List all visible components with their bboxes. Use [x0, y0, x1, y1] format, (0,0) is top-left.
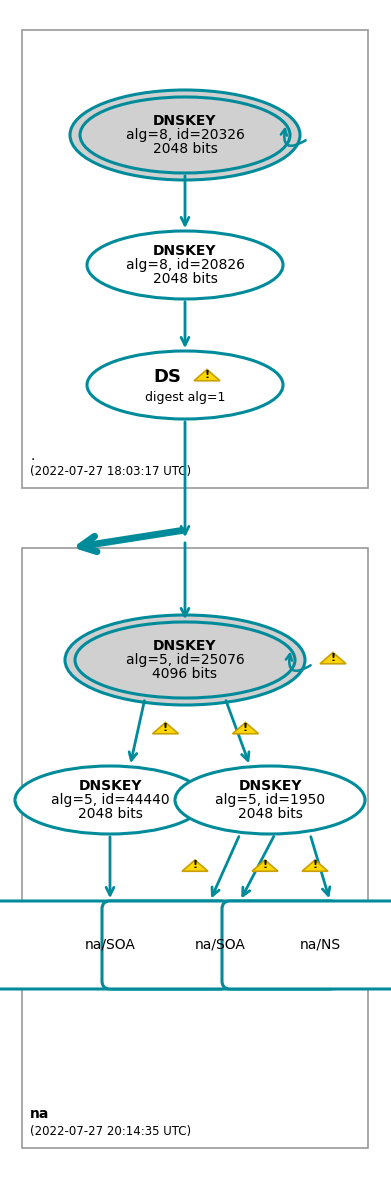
Polygon shape: [252, 860, 278, 872]
FancyBboxPatch shape: [222, 901, 391, 988]
Text: !: !: [204, 370, 210, 379]
Bar: [22, 548, 368, 1147]
Text: !: !: [163, 722, 168, 732]
Ellipse shape: [80, 98, 290, 173]
Text: DNSKEY: DNSKEY: [78, 779, 142, 793]
Text: na: na: [30, 1106, 49, 1121]
Ellipse shape: [87, 352, 283, 419]
Text: !: !: [243, 722, 248, 732]
Text: (2022-07-27 18:03:17 UTC): (2022-07-27 18:03:17 UTC): [30, 465, 191, 478]
Polygon shape: [302, 860, 328, 872]
Text: !: !: [192, 860, 197, 870]
Ellipse shape: [65, 615, 305, 706]
FancyBboxPatch shape: [102, 901, 338, 988]
Text: DNSKEY: DNSKEY: [153, 639, 217, 653]
Text: 2048 bits: 2048 bits: [152, 142, 217, 157]
Bar: [22, 30, 368, 488]
Text: !: !: [330, 653, 335, 662]
Text: !: !: [312, 860, 317, 870]
Text: DNSKEY: DNSKEY: [153, 244, 217, 258]
Text: (2022-07-27 20:14:35 UTC): (2022-07-27 20:14:35 UTC): [30, 1125, 191, 1138]
Ellipse shape: [70, 90, 300, 181]
Polygon shape: [182, 860, 208, 872]
Text: na/NS: na/NS: [300, 938, 341, 952]
Text: DNSKEY: DNSKEY: [238, 779, 302, 793]
Text: 2048 bits: 2048 bits: [77, 807, 142, 821]
Ellipse shape: [75, 622, 295, 698]
Text: alg=8, id=20826: alg=8, id=20826: [126, 258, 244, 272]
Text: 2048 bits: 2048 bits: [238, 807, 302, 821]
Text: .: .: [30, 449, 34, 464]
Text: 4096 bits: 4096 bits: [152, 667, 217, 681]
Text: alg=5, id=44440: alg=5, id=44440: [51, 793, 169, 807]
Text: 2048 bits: 2048 bits: [152, 272, 217, 287]
Text: digest alg=1: digest alg=1: [145, 390, 225, 403]
Polygon shape: [320, 653, 346, 663]
Polygon shape: [152, 722, 179, 733]
Text: DS: DS: [153, 368, 181, 386]
Text: !: !: [262, 860, 267, 870]
Text: alg=8, id=20326: alg=8, id=20326: [126, 128, 244, 142]
Text: na/SOA: na/SOA: [84, 938, 135, 952]
Ellipse shape: [87, 231, 283, 299]
Text: na/SOA: na/SOA: [195, 938, 246, 952]
Ellipse shape: [175, 766, 365, 834]
FancyBboxPatch shape: [0, 901, 228, 988]
Text: alg=5, id=25076: alg=5, id=25076: [126, 653, 244, 667]
Text: alg=5, id=1950: alg=5, id=1950: [215, 793, 325, 807]
Polygon shape: [194, 370, 220, 380]
Ellipse shape: [15, 766, 205, 834]
Text: DNSKEY: DNSKEY: [153, 114, 217, 128]
Polygon shape: [233, 722, 258, 733]
